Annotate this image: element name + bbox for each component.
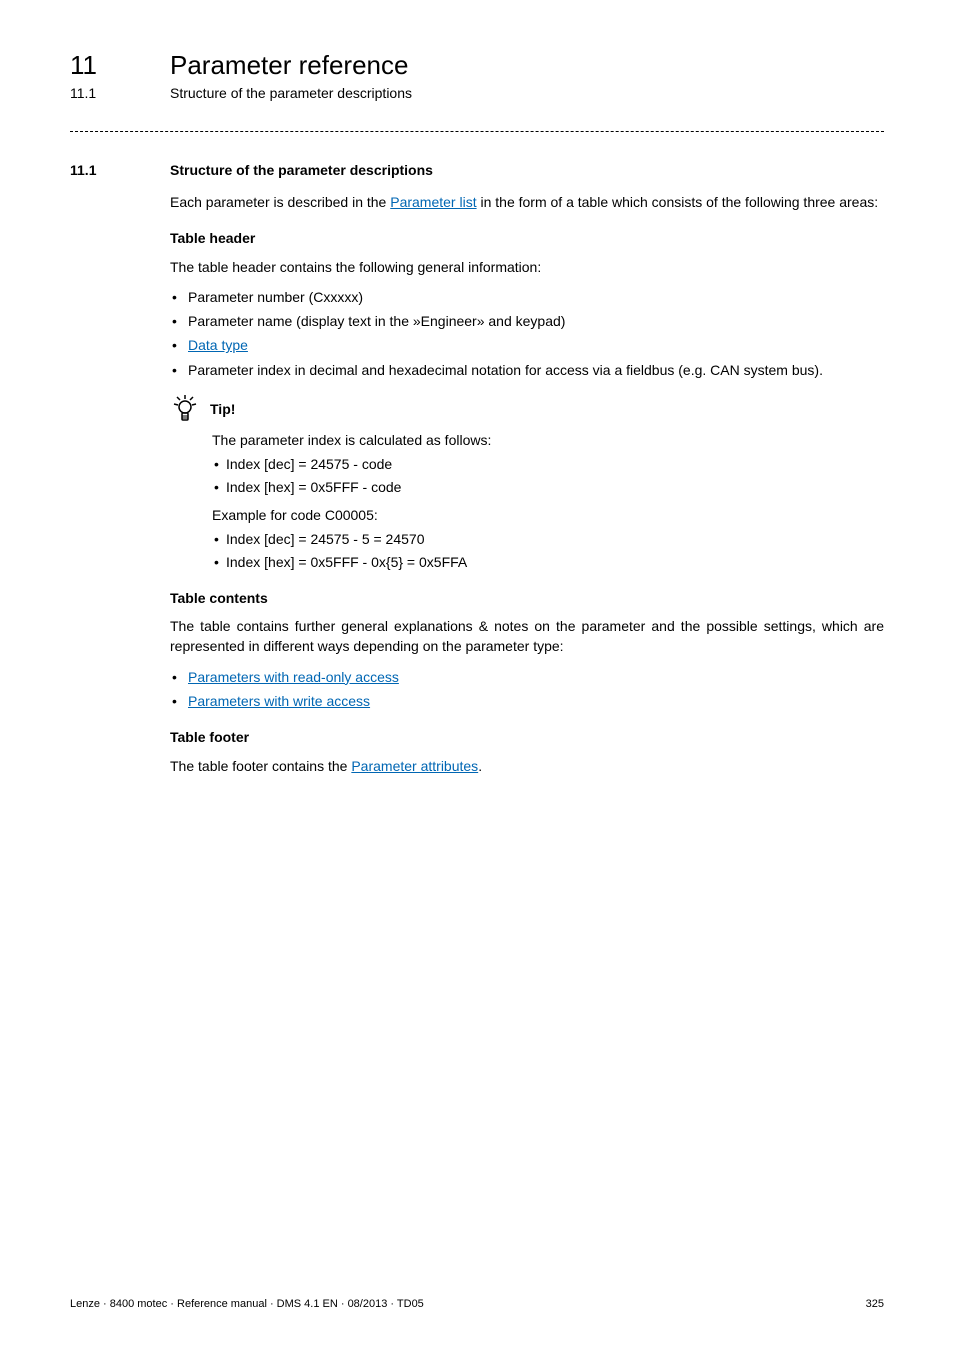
list-item: Parameter index in decimal and hexadecim… (188, 360, 884, 380)
text: The parameter index is calculated as fol… (212, 430, 884, 450)
table-footer-heading: Table footer (170, 727, 884, 747)
tip-body: The parameter index is calculated as fol… (212, 430, 884, 572)
divider (70, 131, 884, 132)
parameter-list-link[interactable]: Parameter list (390, 194, 476, 210)
list-item: Parameters with write access (188, 691, 884, 711)
list-item: Index [hex] = 0x5FFF - 0x{5} = 0x5FFA (226, 552, 884, 572)
tip-icon (170, 394, 200, 424)
text: Each parameter is described in the (170, 194, 390, 210)
section-intro: Each parameter is described in the Param… (170, 192, 884, 212)
subchapter-title: Structure of the parameter descriptions (170, 85, 412, 101)
table-header-intro: The table header contains the following … (170, 257, 884, 277)
section-number: 11.1 (70, 162, 130, 178)
list-item: Parameters with read-only access (188, 667, 884, 687)
tip-label: Tip! (210, 399, 235, 419)
list-item: Index [dec] = 24575 - code (226, 454, 884, 474)
text: . (478, 758, 482, 774)
list-item: Parameter name (display text in the »Eng… (188, 311, 884, 331)
params-readonly-link[interactable]: Parameters with read-only access (188, 669, 399, 685)
data-type-link[interactable]: Data type (188, 337, 248, 353)
list-item: Index [dec] = 24575 - 5 = 24570 (226, 529, 884, 549)
table-contents-intro: The table contains further general expla… (170, 616, 884, 657)
table-contents-list: Parameters with read-only access Paramet… (170, 667, 884, 712)
table-header-list: Parameter number (Cxxxxx) Parameter name… (170, 287, 884, 380)
chapter-title: Parameter reference (170, 50, 408, 81)
list-item: Index [hex] = 0x5FFF - code (226, 477, 884, 497)
text: in the form of a table which consists of… (477, 194, 879, 210)
subchapter-number: 11.1 (70, 85, 130, 101)
text: The table footer contains the (170, 758, 351, 774)
list-item: Parameter number (Cxxxxx) (188, 287, 884, 307)
list-item: Data type (188, 335, 884, 355)
page-number: 325 (866, 1298, 884, 1310)
table-contents-heading: Table contents (170, 588, 884, 608)
parameter-attributes-link[interactable]: Parameter attributes (351, 758, 478, 774)
params-write-link[interactable]: Parameters with write access (188, 693, 370, 709)
table-footer-text: The table footer contains the Parameter … (170, 756, 884, 776)
chapter-number: 11 (70, 50, 130, 81)
table-header-heading: Table header (170, 228, 884, 248)
footer-left: Lenze · 8400 motec · Reference manual · … (70, 1298, 424, 1310)
text: Example for code C00005: (212, 505, 884, 525)
section-title: Structure of the parameter descriptions (170, 162, 433, 178)
